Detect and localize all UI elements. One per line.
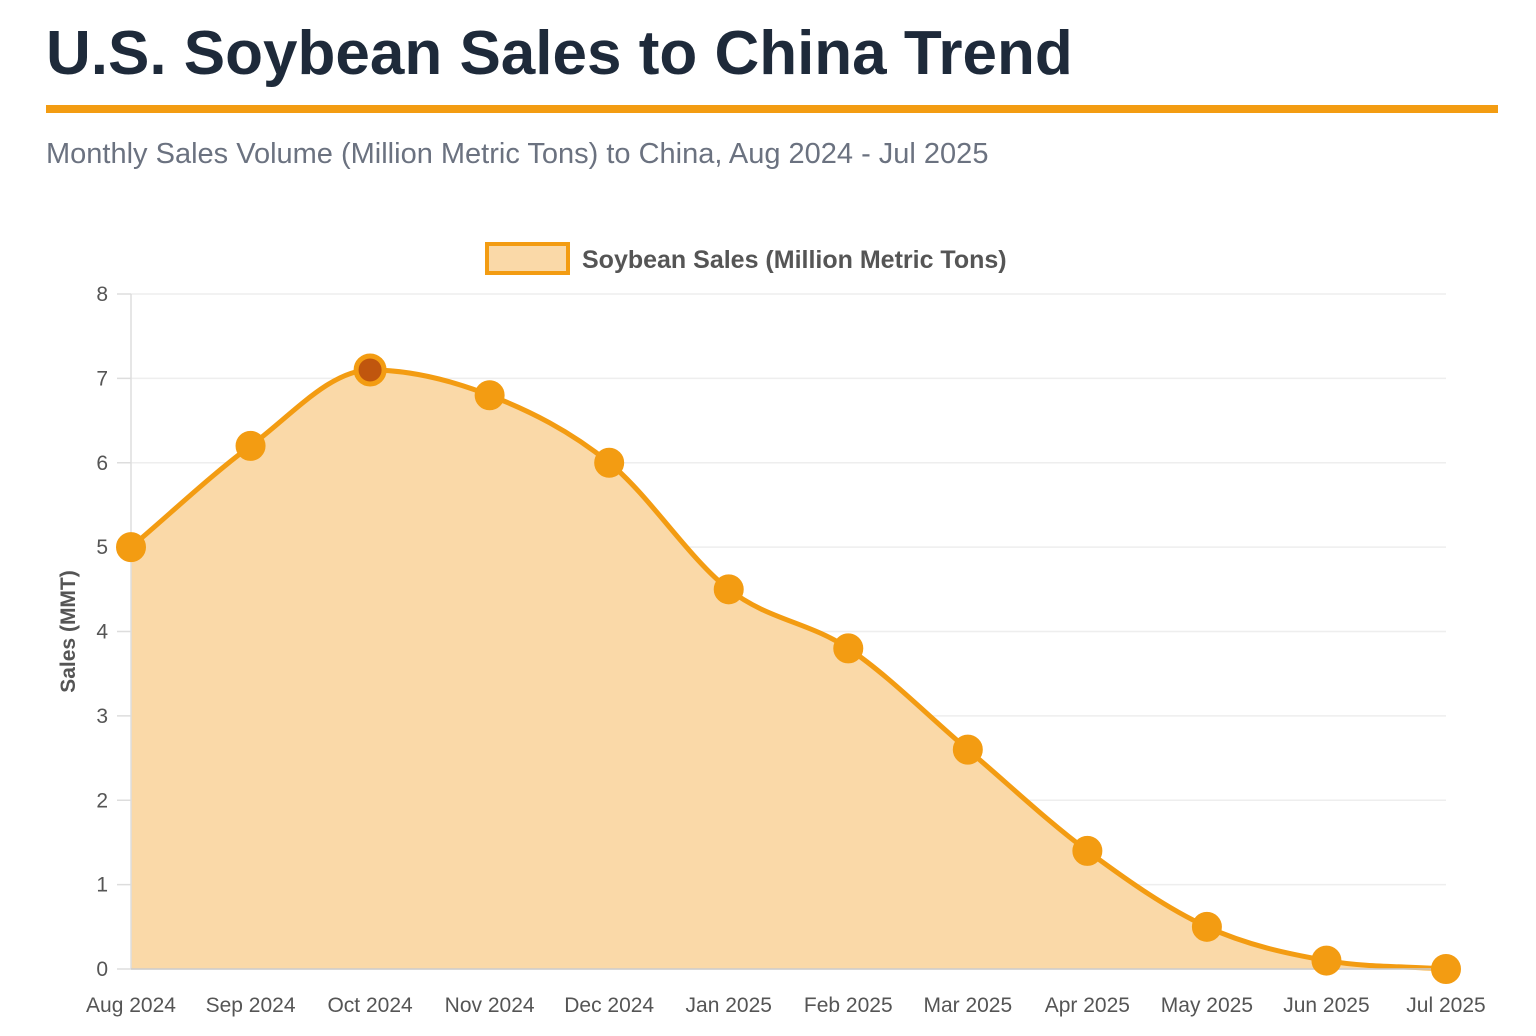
y-tick-label: 2 [96,789,108,812]
data-point-aug-2024[interactable] [116,532,146,563]
legend-swatch[interactable] [485,242,570,275]
x-tick-label: Dec 2024 [564,994,654,1017]
data-point-oct-2024[interactable] [353,353,387,387]
x-tick-label: Nov 2024 [445,994,535,1017]
y-tick-label: 6 [96,452,108,475]
y-axis-title: Sales (MMT) [57,570,80,693]
data-point-jun-2025[interactable] [1311,945,1342,976]
x-tick-label: Mar 2025 [923,994,1012,1017]
data-point-nov-2024[interactable] [474,380,505,411]
page-subtitle: Monthly Sales Volume (Million Metric Ton… [46,138,989,170]
y-tick-label: 4 [96,621,108,644]
legend[interactable]: Soybean Sales (Million Metric Tons) [485,242,1007,275]
data-point-jan-2025[interactable] [713,574,744,605]
area-layer [128,367,1449,972]
data-point-sep-2024[interactable] [235,430,266,461]
data-points [116,353,1461,984]
y-tick-label: 0 [96,958,108,981]
data-point-feb-2025[interactable] [833,633,864,664]
x-tick-label: Oct 2024 [327,994,413,1017]
data-point-may-2025[interactable] [1191,911,1222,942]
x-tick-label: Sep 2024 [206,994,296,1017]
x-tick-label: Jan 2025 [686,994,772,1017]
data-point-apr-2025[interactable] [1072,835,1103,866]
legend-label[interactable]: Soybean Sales (Million Metric Tons) [582,246,1007,274]
page-title: U.S. Soybean Sales to China Trend [46,19,1073,88]
y-tick-label: 5 [96,536,108,559]
x-tick-label: Apr 2025 [1045,994,1130,1017]
data-point-mar-2025[interactable] [952,734,983,765]
x-tick-label: Aug 2024 [86,994,176,1017]
axes: 0 1 2 3 4 5 6 7 8 Aug 2024 Sep 2024 Oct 2024 Nov 202… [57,283,1486,1017]
data-point-dec-2024[interactable] [594,447,625,478]
data-point-jul-2025[interactable] [1431,954,1461,984]
title-divider [46,105,1498,113]
y-tick-label: 8 [96,283,108,306]
x-tick-label: Feb 2025 [804,994,893,1017]
x-tick-label: May 2025 [1161,994,1253,1017]
series-area-fill [131,369,1446,969]
y-tick-label: 3 [96,705,108,728]
y-tick-label: 7 [96,367,108,390]
y-tick-label: 1 [96,874,108,897]
x-tick-label: Jun 2025 [1283,994,1369,1017]
x-tick-label: Jul 2025 [1406,994,1485,1017]
